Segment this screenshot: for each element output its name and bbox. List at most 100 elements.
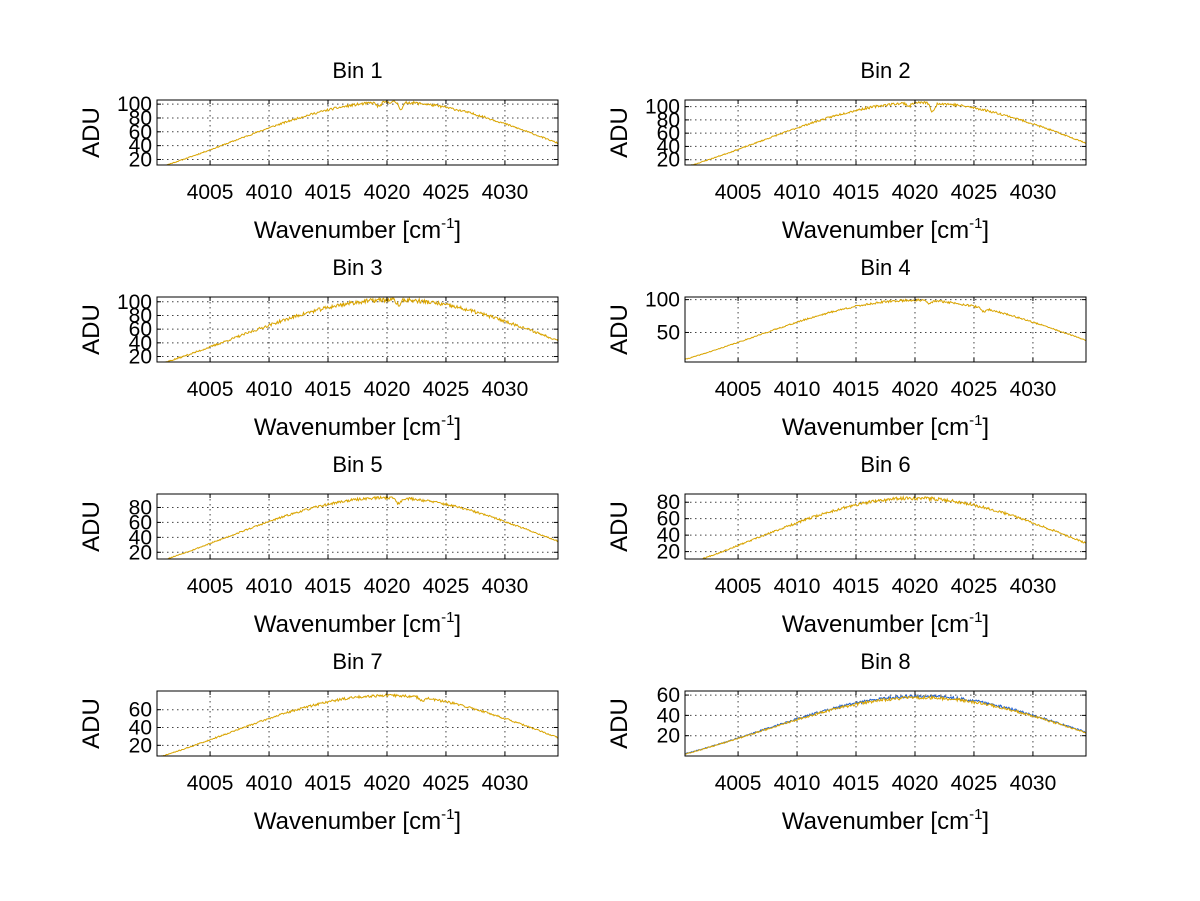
y-tick-label: 20 <box>129 346 152 369</box>
x-tick-label: 4030 <box>482 181 529 204</box>
plot-area <box>684 99 1087 166</box>
y-tick-label: 40 <box>129 717 152 740</box>
x-tick-label: 4005 <box>187 181 234 204</box>
x-tick-label: 4005 <box>715 575 762 598</box>
x-tick-label: 4025 <box>951 772 998 795</box>
y-axis-label: ADU <box>78 304 105 355</box>
y-tick-label: 50 <box>657 321 680 344</box>
subplot-title: Bin 5 <box>332 452 382 477</box>
y-tick-label: 40 <box>129 332 152 355</box>
x-tick-label: 4025 <box>951 181 998 204</box>
y-tick-label: 40 <box>657 704 680 727</box>
x-tick-label: 4020 <box>892 378 939 401</box>
x-tick-label: 4015 <box>833 378 880 401</box>
x-tick-label: 4020 <box>364 575 411 598</box>
x-axis-label: Wavenumber [cm-1] <box>782 215 989 244</box>
y-axis-label: ADU <box>78 107 105 158</box>
x-axis-label: Wavenumber [cm-1] <box>254 412 461 441</box>
x-tick-label: 4010 <box>246 181 293 204</box>
subplot-title: Bin 3 <box>332 255 382 280</box>
x-tick-label: 4020 <box>892 575 939 598</box>
subplot-title: Bin 8 <box>860 649 910 674</box>
axes-frame <box>156 493 559 560</box>
series-line <box>684 694 1087 755</box>
axes-frame <box>684 99 1087 166</box>
y-tick-label: 20 <box>657 541 680 564</box>
y-tick-label: 20 <box>129 148 152 171</box>
x-axis-label: Wavenumber [cm-1] <box>254 609 461 638</box>
y-tick-label: 40 <box>129 135 152 158</box>
axes-frame <box>684 296 1087 363</box>
x-tick-label: 4030 <box>482 378 529 401</box>
x-tick-label: 4020 <box>892 772 939 795</box>
x-tick-label: 4010 <box>246 772 293 795</box>
y-tick-label: 40 <box>657 135 680 158</box>
x-tick-label: 4005 <box>187 575 234 598</box>
x-tick-label: 4030 <box>1010 181 1057 204</box>
y-tick-label: 100 <box>117 93 152 116</box>
x-tick-label: 4030 <box>1010 378 1057 401</box>
x-tick-label: 4015 <box>305 575 352 598</box>
y-axis-label: ADU <box>606 501 633 552</box>
axes-frame <box>156 99 559 166</box>
x-tick-label: 4005 <box>187 378 234 401</box>
x-tick-label: 4025 <box>423 575 470 598</box>
x-tick-label: 4020 <box>364 378 411 401</box>
y-tick-label: 80 <box>129 496 152 519</box>
x-tick-label: 4030 <box>482 575 529 598</box>
y-tick-label: 60 <box>129 318 152 341</box>
plot-area <box>156 690 559 757</box>
y-tick-label: 80 <box>657 491 680 514</box>
plot-area <box>684 493 1087 560</box>
series-line <box>685 495 1087 560</box>
x-axis-label: Wavenumber [cm-1] <box>254 806 461 835</box>
y-axis-label: ADU <box>606 304 633 355</box>
series-line <box>157 693 559 757</box>
x-tick-label: 4015 <box>833 772 880 795</box>
x-tick-label: 4030 <box>482 772 529 795</box>
y-axis-label: ADU <box>78 501 105 552</box>
x-tick-label: 4005 <box>715 378 762 401</box>
y-tick-label: 80 <box>129 107 152 130</box>
x-axis-label: Wavenumber [cm-1] <box>254 215 461 244</box>
y-axis-label: ADU <box>78 698 105 749</box>
subplot-title: Bin 6 <box>860 452 910 477</box>
x-tick-label: 4010 <box>246 378 293 401</box>
x-tick-label: 4010 <box>774 575 821 598</box>
x-tick-label: 4025 <box>423 772 470 795</box>
y-tick-label: 100 <box>645 289 680 312</box>
x-tick-label: 4015 <box>305 378 352 401</box>
y-tick-label: 20 <box>129 734 152 757</box>
x-tick-label: 4020 <box>892 181 939 204</box>
x-tick-label: 4030 <box>1010 772 1057 795</box>
x-tick-label: 4005 <box>715 772 762 795</box>
x-tick-label: 4030 <box>1010 575 1057 598</box>
subplot-title: Bin 7 <box>332 649 382 674</box>
plot-area <box>684 296 1087 363</box>
axes-frame <box>156 690 559 757</box>
plot-area <box>156 99 559 166</box>
series-line <box>157 296 559 363</box>
subplot-title: Bin 2 <box>860 58 910 83</box>
y-tick-label: 20 <box>129 541 152 564</box>
x-tick-label: 4010 <box>774 378 821 401</box>
x-tick-label: 4020 <box>364 181 411 204</box>
x-tick-label: 4005 <box>715 181 762 204</box>
y-tick-label: 60 <box>129 511 152 534</box>
y-tick-label: 80 <box>129 304 152 327</box>
y-tick-label: 100 <box>645 96 680 119</box>
x-axis-label: Wavenumber [cm-1] <box>782 806 989 835</box>
x-tick-label: 4020 <box>364 772 411 795</box>
x-tick-label: 4010 <box>246 575 293 598</box>
x-tick-label: 4015 <box>833 575 880 598</box>
y-tick-label: 40 <box>657 524 680 547</box>
x-tick-label: 4015 <box>833 181 880 204</box>
x-axis-label: Wavenumber [cm-1] <box>782 609 989 638</box>
y-tick-label: 60 <box>657 508 680 531</box>
x-tick-label: 4005 <box>187 772 234 795</box>
